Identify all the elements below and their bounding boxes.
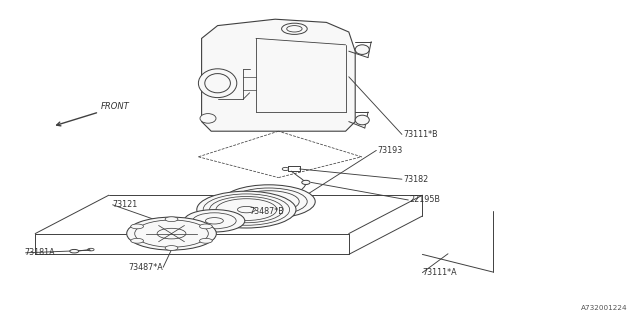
Text: 73193: 73193 <box>378 146 403 155</box>
Ellipse shape <box>131 238 143 243</box>
Ellipse shape <box>355 115 369 125</box>
Ellipse shape <box>184 210 245 232</box>
Text: 73111*B: 73111*B <box>403 130 438 139</box>
Ellipse shape <box>165 245 178 250</box>
Text: A732001224: A732001224 <box>580 305 627 311</box>
Ellipse shape <box>127 217 216 250</box>
Ellipse shape <box>198 69 237 98</box>
Text: 73111*A: 73111*A <box>422 268 457 277</box>
Polygon shape <box>202 19 355 131</box>
Ellipse shape <box>285 195 292 198</box>
Ellipse shape <box>355 45 369 54</box>
Text: 73487*B: 73487*B <box>250 207 284 216</box>
Text: 73182: 73182 <box>403 175 428 184</box>
Ellipse shape <box>200 238 212 243</box>
Ellipse shape <box>282 23 307 35</box>
Ellipse shape <box>200 224 212 229</box>
Ellipse shape <box>70 250 79 253</box>
Ellipse shape <box>131 224 143 229</box>
Ellipse shape <box>282 167 289 171</box>
Text: 73121: 73121 <box>112 200 137 209</box>
Text: 73487*A: 73487*A <box>128 263 163 272</box>
Ellipse shape <box>197 191 296 228</box>
Ellipse shape <box>165 217 178 221</box>
Text: 22195B: 22195B <box>410 196 440 204</box>
Text: 73181A: 73181A <box>24 248 55 257</box>
Ellipse shape <box>200 114 216 123</box>
Text: FRONT: FRONT <box>101 102 130 111</box>
Ellipse shape <box>301 180 310 184</box>
Ellipse shape <box>223 185 316 218</box>
